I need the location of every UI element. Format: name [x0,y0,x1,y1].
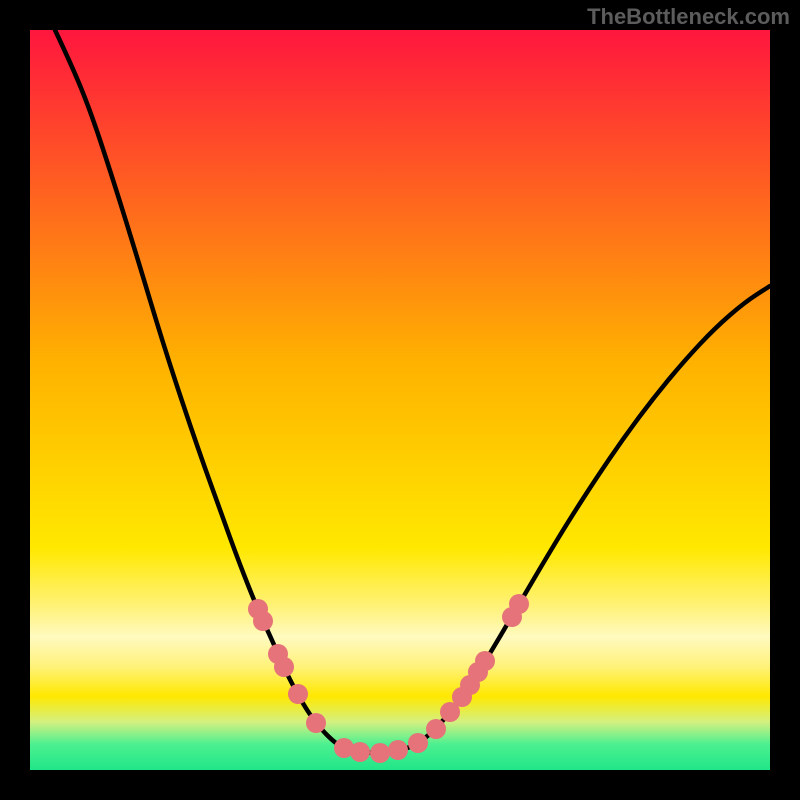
curve-marker [370,743,390,763]
curve-marker [388,740,408,760]
watermark-label: TheBottleneck.com [587,4,790,30]
curve-marker [274,657,294,677]
chart-container: TheBottleneck.com [0,0,800,800]
curve-marker [253,611,273,631]
curve-marker [475,651,495,671]
curve-marker [426,719,446,739]
curve-marker [288,684,308,704]
curve-marker [350,742,370,762]
curve-marker [408,733,428,753]
curve-marker [509,594,529,614]
chart-plot-area [30,30,770,770]
bottleneck-curve-chart [0,0,800,800]
curve-marker [306,713,326,733]
